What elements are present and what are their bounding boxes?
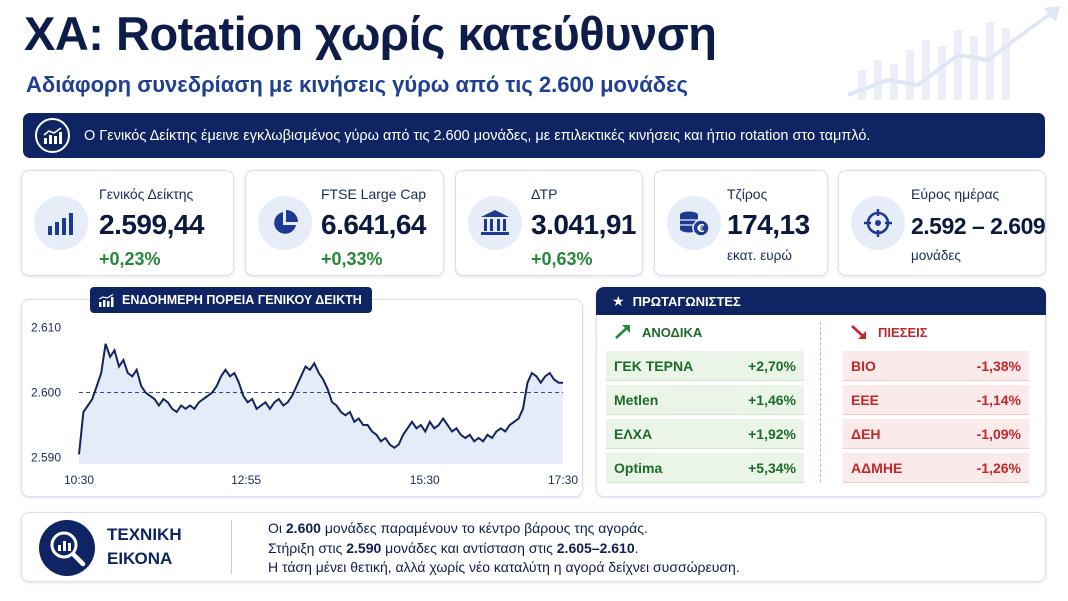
decliners-title: ΠΙΕΣΕΙΣ	[850, 324, 928, 340]
card-change: +0,23%	[99, 249, 161, 269]
gainer-row: ΕΛΧΑ +1,92%	[606, 419, 804, 449]
bank-icon	[468, 196, 522, 250]
card-label: Γενικός Δείκτης	[99, 186, 194, 202]
gainer-change: +5,34%	[748, 459, 796, 476]
decliner-row: ΑΔΜΗΕ -1,26%	[843, 453, 1029, 483]
chart-title-tab: ΕΝΔΟΗΜΕΡΗ ΠΟΡΕΙΑ ΓΕΝΙΚΟΥ ΔΕΙΚΤΗ	[90, 287, 372, 313]
card-label: Τζίρος	[727, 186, 768, 202]
decliner-name: ΒΙΟ	[851, 357, 876, 374]
technical-line-1: Οι 2.600 μονάδες παραμένουν το κέντρο βά…	[268, 519, 740, 539]
chart-title: ΕΝΔΟΗΜΕΡΗ ΠΟΡΕΙΑ ΓΕΝΙΚΟΥ ΔΕΙΚΤΗ	[122, 293, 362, 307]
decliner-change: -1,09%	[976, 425, 1021, 442]
technical-title-line1: ΤΕΧΝΙΚΗ	[107, 525, 182, 544]
technical-separator	[231, 520, 232, 574]
card-label: FTSE Large Cap	[321, 186, 427, 202]
card-change: +0,63%	[531, 249, 593, 269]
technical-title: ΤΕΧΝΙΚΗ ΕΙΚΟΝΑ	[107, 523, 182, 571]
gainer-change: +1,92%	[748, 425, 796, 442]
decliner-name: ΑΔΜΗΕ	[851, 459, 903, 476]
technical-title-line2: ΕΙΚΟΝΑ	[107, 549, 173, 568]
text-span: μονάδες και αντίσταση στις	[381, 539, 557, 556]
bar-chart-icon	[34, 196, 88, 250]
x-tick-label: 15:30	[410, 473, 440, 487]
gainers-title-text: ΑΝΟΔΙΚΑ	[642, 324, 703, 340]
y-tick-label: 2.590	[31, 451, 61, 465]
decliner-name: ΕΕΕ	[851, 391, 880, 408]
movers-title: ΠΡΩΤΑΓΩΝΙΣΤΕΣ	[632, 293, 741, 309]
arrow-up-icon	[615, 325, 630, 339]
card-day-range: Εύρος ημέρας 2.592 – 2.609 μονάδες	[838, 170, 1046, 276]
decliners-title-text: ΠΙΕΣΕΙΣ	[878, 324, 928, 340]
card-ftse-large-cap: FTSE Large Cap 6.641,64 +0,33%	[245, 170, 444, 276]
card-general-index: Γενικός Δείκτης 2.599,44 +0,23%	[21, 170, 234, 276]
decliner-name: ΔΕΗ	[851, 425, 881, 442]
card-value: 6.641,64	[321, 209, 427, 240]
gainer-name: Optima	[614, 459, 663, 476]
decliner-row: ΒΙΟ -1,38%	[843, 351, 1029, 381]
technical-line-2: Στήριξη στις 2.590 μονάδες και αντίσταση…	[268, 539, 740, 559]
magnifier-chart-icon	[39, 520, 95, 576]
card-label: Εύρος ημέρας	[911, 186, 1000, 202]
text-bold: 2.605–2.610	[556, 539, 635, 556]
gainer-row: Optima +5,34%	[606, 453, 804, 483]
chart-up-icon	[35, 118, 70, 153]
card-label: ΔΤΡ	[531, 186, 558, 202]
text-bold: 2.600	[285, 520, 321, 536]
gainer-row: Metlen +1,46%	[606, 385, 804, 415]
gainer-change: +2,70%	[748, 357, 796, 374]
chart-area-fill	[79, 343, 563, 464]
card-dtr: ΔΤΡ 3.041,91 +0,63%	[455, 170, 643, 276]
index-series-line	[78, 343, 563, 455]
gainer-name: Metlen	[614, 391, 659, 408]
movers-divider	[820, 322, 821, 482]
decliner-change: -1,26%	[976, 459, 1021, 476]
card-unit: εκατ. ευρώ	[727, 248, 792, 263]
pie-chart-icon	[258, 196, 312, 250]
x-tick-label: 17:30	[548, 473, 578, 487]
summary-banner: Ο Γενικός Δείκτης έμεινε εγκλωβισμένος γ…	[23, 113, 1045, 158]
gainers-title: ΑΝΟΔΙΚΑ	[614, 324, 702, 340]
arrow-down-icon	[851, 325, 866, 339]
y-tick-label: 2.600	[31, 386, 61, 400]
x-tick-label: 12:55	[231, 473, 261, 487]
card-unit: μονάδες	[911, 248, 961, 263]
gainer-row: ΓΕΚ ΤΕΡΝΑ +2,70%	[606, 351, 804, 381]
banner-text: Ο Γενικός Δείκτης έμεινε εγκλωβισμένος γ…	[84, 127, 871, 144]
gainer-name: ΕΛΧΑ	[614, 425, 653, 442]
svg-text:€: €	[696, 222, 705, 235]
card-change: +0,33%	[321, 249, 383, 269]
star-icon: ★	[612, 292, 625, 309]
y-tick-label: 2.610	[31, 321, 61, 335]
technical-picture-panel	[21, 512, 1046, 582]
decliner-change: -1,14%	[976, 391, 1021, 408]
decliner-row: ΕΕΕ -1,14%	[843, 385, 1029, 415]
gainer-name: ΓΕΚ ΤΕΡΝΑ	[614, 357, 694, 374]
gainer-change: +1,46%	[748, 391, 796, 408]
card-value: 2.599,44	[99, 209, 205, 240]
page-title: ΧΑ: Rotation χωρίς κατεύθυνση	[24, 7, 717, 60]
decliner-change: -1,38%	[976, 357, 1021, 374]
card-value: 174,13	[727, 209, 810, 240]
page-subtitle: Αδιάφορη συνεδρίαση με κινήσεις γύρω από…	[26, 72, 688, 97]
text-bold: 2.590	[346, 539, 382, 556]
intraday-line-chart: 2.610 2.600 2.590 10:30 12:55 15:30 17:30	[31, 321, 578, 488]
target-icon	[851, 196, 905, 250]
technical-line-3: Η τάση μένει θετική, αλλά χωρίς νέο κατα…	[268, 559, 740, 575]
text-span: Στήριξη στις	[268, 539, 347, 556]
coins-euro-icon: €	[667, 196, 721, 250]
decliner-row: ΔΕΗ -1,09%	[843, 419, 1029, 449]
card-value: 2.592 – 2.609	[911, 213, 1046, 239]
movers-header: ★ ΠΡΩΤΑΓΩΝΙΣΤΕΣ	[596, 287, 1046, 315]
text-span: μονάδες παραμένουν το κέντρο βάρους της …	[320, 520, 648, 536]
technical-text: Οι 2.600 μονάδες παραμένουν το κέντρο βά…	[268, 519, 740, 578]
card-turnover: € Τζίρος 174,13 εκατ. ευρώ	[654, 170, 828, 276]
background-chart-decoration	[847, 6, 1060, 100]
chart-title-icon	[98, 293, 114, 307]
x-tick-label: 10:30	[64, 473, 94, 487]
text-span: Οι	[268, 520, 286, 536]
text-span: .	[634, 539, 639, 556]
card-value: 3.041,91	[531, 209, 637, 240]
